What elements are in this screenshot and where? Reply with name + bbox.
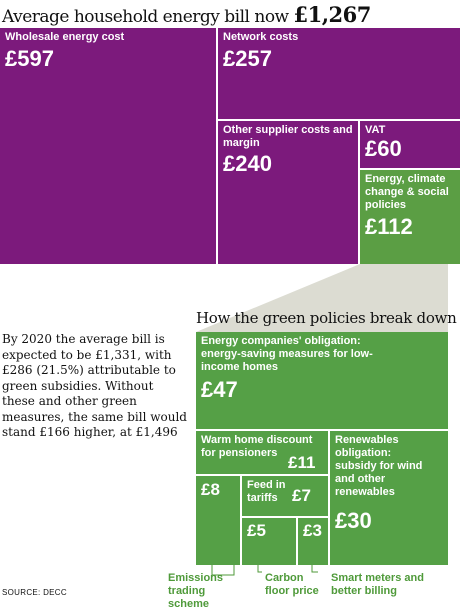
tile-warm: Warm home discount for pensioners £11 — [196, 431, 328, 474]
tile-renew: Renewables obligation: subsidy for wind … — [330, 431, 448, 565]
tile-fit-value: £7 — [292, 486, 311, 505]
chart-title-text: Average household energy bill now — [2, 7, 289, 27]
chart-title: Average household energy bill now £1,267 — [2, 2, 371, 27]
tile-policies-label: Energy, climate change & social policies — [365, 173, 449, 211]
tile-renew-label: Renewables obligation: subsidy for wind … — [335, 434, 423, 498]
tile-emissions: £8 — [196, 476, 240, 565]
tile-carbon: £5 — [242, 518, 296, 565]
breakdown-title: How the green policies break down — [196, 309, 457, 327]
tile-eco-value: £47 — [201, 377, 238, 402]
callout-carbon: Carbon floor price — [265, 572, 319, 597]
emissions-leader — [211, 565, 235, 576]
callout-emissions: Emissions trading scheme — [168, 572, 224, 610]
tile-carbon-value: £5 — [247, 521, 266, 540]
tile-renew-value: £30 — [335, 508, 372, 533]
smart-leader — [311, 565, 318, 573]
callout-smart: Smart meters and better billing — [331, 572, 424, 597]
tile-smart-value: £3 — [303, 521, 322, 540]
tile-wholesale-label: Wholesale energy cost — [5, 31, 125, 43]
tile-emissions-value: £8 — [201, 480, 220, 499]
callout-leaders — [211, 565, 318, 576]
tile-wholesale: Wholesale energy cost £597 — [0, 28, 216, 264]
tile-policies-value: £112 — [365, 214, 413, 239]
side-note: By 2020 the average bill is expected to … — [2, 332, 187, 439]
connector-shape — [196, 264, 448, 332]
tile-eco-label: Energy companies' obligation: energy-sav… — [201, 335, 373, 373]
source-note: SOURCE: DECC — [2, 588, 67, 597]
tile-wholesale-value: £597 — [5, 46, 54, 71]
tile-supplier-value: £240 — [223, 151, 272, 176]
tile-network: Network costs £257 — [218, 28, 460, 119]
tile-fit-label: Feed in tariffs — [247, 479, 286, 504]
tile-vat: VAT £60 — [360, 121, 460, 168]
tile-vat-label: VAT — [365, 124, 386, 136]
tile-fit: Feed in tariffs £7 — [242, 476, 328, 516]
tile-network-value: £257 — [223, 46, 272, 71]
chart-title-amount: £1,267 — [293, 2, 372, 27]
tile-warm-label: Warm home discount for pensioners — [201, 434, 313, 459]
tile-eco: Energy companies' obligation: energy-sav… — [196, 332, 448, 429]
tile-warm-value: £11 — [288, 453, 316, 472]
tile-vat-value: £60 — [365, 136, 402, 161]
tile-smart: £3 — [298, 518, 328, 565]
tile-policies: Energy, climate change & social policies… — [360, 170, 460, 264]
carbon-leader — [257, 565, 262, 573]
tile-network-label: Network costs — [223, 31, 299, 43]
tile-supplier: Other supplier costs and margin £240 — [218, 121, 358, 264]
tile-supplier-label: Other supplier costs and margin — [223, 124, 353, 149]
